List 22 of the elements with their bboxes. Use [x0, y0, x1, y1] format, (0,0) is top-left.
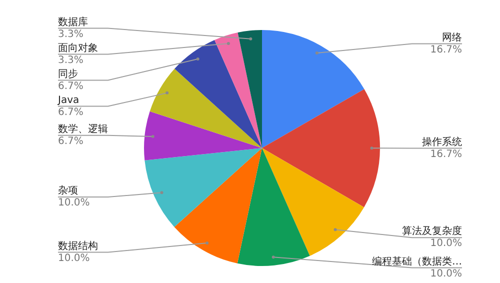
- slice-label: 数据结构: [58, 240, 98, 252]
- data-label: 10.0%: [430, 268, 462, 280]
- slice-label: Java: [57, 94, 80, 106]
- slice-label: 同步: [58, 68, 78, 80]
- data-label: 10.0%: [58, 252, 90, 264]
- slice-label: 算法及复杂度: [402, 225, 462, 238]
- slice-label: 网络: [442, 31, 462, 44]
- data-label: 3.3%: [58, 28, 84, 40]
- data-label: 6.7%: [58, 80, 84, 92]
- slice-label: 编程基础（数据类…: [372, 255, 462, 268]
- slice-label: 面向对象: [58, 42, 98, 54]
- data-label: 6.7%: [58, 106, 84, 118]
- data-label: 10.0%: [58, 198, 90, 209]
- data-label: 6.7%: [58, 136, 84, 147]
- slice-label: 杂项: [58, 184, 78, 197]
- data-label: 10.0%: [430, 238, 462, 250]
- slice-label: 数学、逻辑: [58, 122, 108, 135]
- slice-label: 操作系统: [422, 136, 462, 148]
- slice-label: 数据库: [58, 16, 88, 28]
- data-label: 3.3%: [58, 54, 84, 66]
- data-label: 16.7%: [430, 148, 462, 160]
- data-label: 16.7%: [430, 44, 462, 56]
